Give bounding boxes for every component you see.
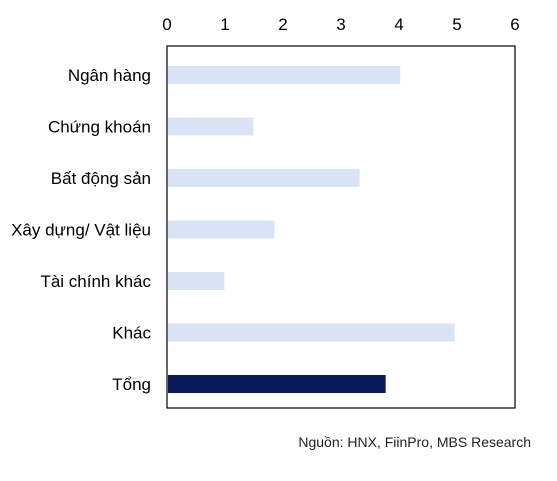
category-label: Ngân hàng xyxy=(68,66,151,85)
bar xyxy=(168,117,254,136)
bar xyxy=(168,323,455,342)
bar-total xyxy=(168,375,386,393)
plot-frame xyxy=(166,45,516,409)
x-tick-label: 5 xyxy=(452,15,461,34)
x-tick-label: 4 xyxy=(394,15,403,34)
x-axis-ticks: 0 1 2 3 4 5 6 xyxy=(162,15,519,34)
x-tick-label: 0 xyxy=(162,15,171,34)
x-tick-label: 1 xyxy=(220,15,229,34)
bar xyxy=(168,169,360,187)
category-label: Xây dựng/ Vật liệu xyxy=(11,221,151,240)
bar xyxy=(168,66,401,84)
category-label: Bất động sản xyxy=(51,169,151,188)
category-labels: Ngân hàng Chứng khoán Bất động sản Xây dựng… xyxy=(11,66,151,394)
category-label: Chứng khoán xyxy=(48,118,151,137)
bar xyxy=(168,272,225,290)
category-label: Tổng xyxy=(112,375,151,394)
category-label: Khác xyxy=(112,324,151,343)
bars xyxy=(168,66,455,393)
x-tick-label: 2 xyxy=(278,15,287,34)
source-note: Nguồn: HNX, FiinPro, MBS Research xyxy=(298,434,531,450)
bar xyxy=(168,220,275,239)
category-label: Tài chính khác xyxy=(40,272,151,291)
x-tick-label: 3 xyxy=(336,15,345,34)
x-tick-label: 6 xyxy=(510,15,519,34)
